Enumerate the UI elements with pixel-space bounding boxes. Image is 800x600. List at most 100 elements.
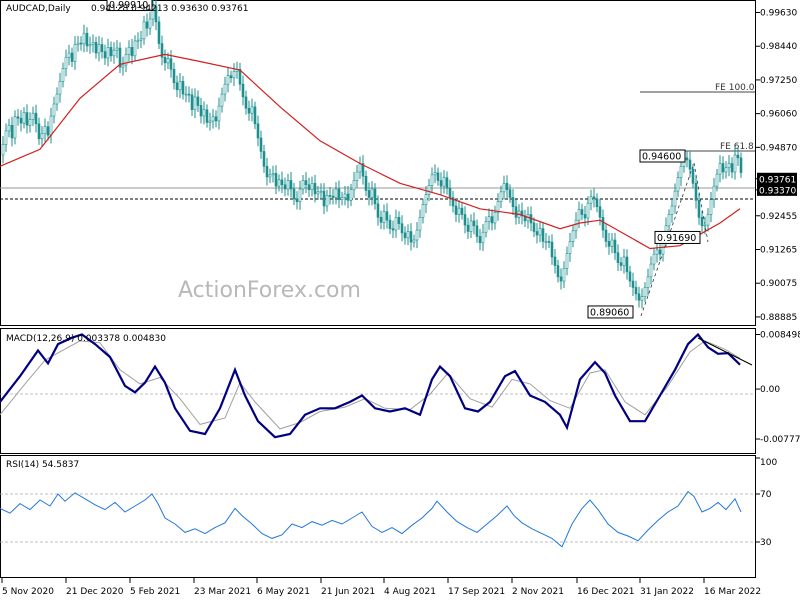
candle-body [364, 175, 368, 191]
price-tag-label: 0.93761 [759, 175, 796, 185]
candle-body [166, 58, 170, 64]
candle-body [214, 116, 218, 122]
candle-body [454, 205, 458, 215]
candle-body [391, 228, 395, 231]
candle-body [367, 190, 371, 198]
candle-body [256, 123, 260, 139]
candle-body [673, 190, 677, 207]
candle-body [88, 44, 92, 47]
macd-tick-label: 0.008498 [760, 331, 800, 341]
candle-body [169, 58, 173, 70]
candle-body [499, 191, 503, 203]
price-tick-label: 0.94870 [760, 143, 797, 153]
candle-body [628, 271, 632, 282]
candle-body [418, 217, 422, 231]
candle-body [355, 171, 359, 181]
candle-body [148, 18, 152, 29]
candle-body [25, 112, 29, 126]
candle-body [667, 214, 671, 227]
candle-body [76, 42, 80, 45]
candle-body [553, 256, 557, 266]
candle-body [376, 203, 380, 218]
candle-body [13, 116, 17, 139]
candle-body [562, 268, 566, 282]
candle-body [220, 93, 224, 107]
macd-title: MACD(12,26,9) 0.003378 0.004830 [6, 334, 166, 344]
candle-body [52, 103, 56, 117]
candle-body [616, 252, 620, 263]
candle-body [136, 39, 140, 42]
candle-body [718, 163, 722, 175]
candle-body [301, 180, 305, 190]
candle-body [1, 144, 5, 156]
candle-body [577, 209, 581, 221]
candle-body [247, 107, 251, 114]
candle-body [334, 188, 338, 198]
candle-body [349, 189, 353, 201]
x-tick-label: 23 Mar 2021 [194, 587, 251, 597]
candle-body [430, 174, 434, 186]
candle-body [412, 239, 416, 243]
price-tag-bg [757, 172, 797, 185]
candle-body [403, 232, 407, 239]
candle-body [250, 106, 254, 114]
rsi-tick-label: 100 [760, 458, 777, 468]
candle-body [382, 211, 386, 223]
candle-body [700, 217, 704, 227]
candle-body [703, 224, 707, 227]
candle-body [631, 280, 635, 288]
candle-body [697, 200, 701, 218]
rsi-panel: 100 70 30 RSI(14) 54.5837 [0, 455, 777, 578]
candle-body [199, 105, 203, 117]
rsi-tick-label: 70 [760, 490, 772, 500]
x-tick-label: 6 May 2021 [257, 587, 310, 597]
candle-body [292, 188, 296, 200]
candle-body [676, 177, 680, 192]
candle-body [337, 188, 341, 200]
price-tag-bg [757, 183, 797, 196]
candle-body [307, 184, 311, 191]
candle-body [724, 167, 728, 173]
candle-body [544, 241, 548, 243]
fe-100-label: FE 100.0 [715, 83, 755, 93]
candle-body [295, 198, 299, 203]
candle-body [730, 163, 734, 173]
candle-body [58, 81, 62, 95]
candle-body [574, 219, 578, 232]
candle-body [622, 256, 626, 266]
candle-body [139, 38, 143, 41]
candle-body [721, 163, 725, 173]
macd-trendline [697, 337, 753, 366]
candle-body [241, 83, 245, 98]
candle-body [358, 163, 362, 173]
candle-body [514, 206, 518, 218]
candle-body [49, 115, 53, 136]
candle-body [127, 47, 131, 55]
candle-body [7, 124, 11, 132]
price-tick-label: 0.92455 [760, 212, 797, 222]
price-axis: 0.99630 0.98440 0.97250 0.96060 0.94870 0.937… [755, 8, 797, 323]
candle-body [274, 173, 278, 187]
candle-body [655, 249, 659, 255]
macd-line [0, 332, 741, 439]
price-panel: ActionForex.com 0.996300.984400.972500.9… [0, 0, 797, 326]
candle-body [643, 287, 647, 297]
candle-body [424, 194, 428, 205]
candle-body [601, 217, 605, 231]
candle-body [85, 32, 89, 47]
candle-body [31, 112, 35, 120]
candle-body [205, 109, 209, 123]
candle-body [223, 83, 227, 95]
candle-body [604, 229, 608, 242]
candle-body [712, 185, 716, 200]
candle-body [406, 231, 410, 239]
candle-body [484, 221, 488, 233]
candle-body [472, 220, 476, 227]
candle-body [379, 217, 383, 223]
candle-body [610, 239, 614, 247]
candle-body [400, 223, 404, 234]
x-tick-label: 16 Dec 2021 [577, 587, 635, 597]
candle-body [445, 177, 449, 189]
candle-body [439, 180, 443, 187]
